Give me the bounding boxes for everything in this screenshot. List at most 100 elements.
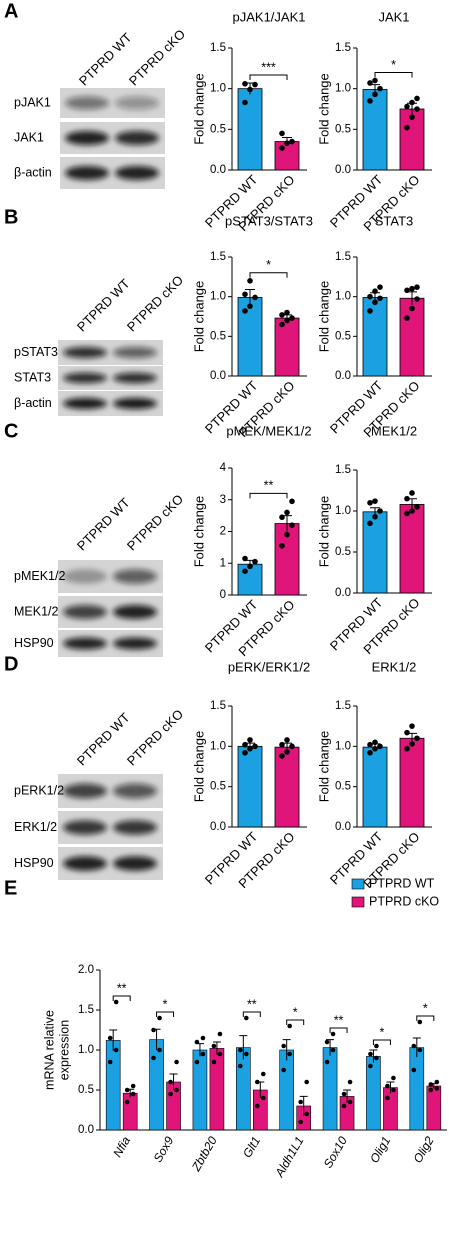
y-tick-label: 1.0 [335,83,351,95]
data-point [252,81,258,88]
data-point [324,1039,330,1045]
data-point [367,293,373,300]
y-tick-label: 0.0 [335,164,351,176]
data-point [367,308,373,314]
data-point [411,1067,417,1073]
error-bar [282,1039,291,1061]
data-point [367,520,373,527]
band-label: STAT3 [14,370,51,384]
data-point [304,1111,309,1117]
bar [237,563,263,596]
data-point [374,1043,379,1049]
significance-bracket [329,1027,348,1033]
data-point [372,299,378,306]
data-point [247,737,253,743]
y-tick-label: 1.5 [210,42,226,54]
legend-label: PTPRD WT [369,876,435,890]
data-point [157,1015,162,1021]
data-point [168,1091,173,1097]
data-point [391,1087,396,1093]
legend-swatch [351,896,365,908]
data-point [372,745,378,752]
data-point [261,1095,266,1101]
panel-letter: E [4,877,17,899]
x-tick-label: Zbtb20 [188,1134,219,1175]
data-point [244,1051,249,1057]
bar [237,745,263,828]
y-tick-label: 2.0 [78,964,94,976]
y-tick-label: 1.0 [210,291,226,303]
data-point [341,1103,347,1109]
error-bar [299,1095,308,1116]
data-point [113,1047,119,1053]
data-point [200,1051,206,1057]
data-point [428,1087,434,1093]
data-point [279,312,285,318]
data-point [261,1071,266,1077]
data-point [372,288,378,294]
blot-band [113,856,157,871]
legend-label: PTPRD cKO [369,894,439,908]
bar [409,1047,425,1131]
data-point [289,315,295,321]
data-point [414,106,420,112]
y-tick-label: 0.0 [335,587,351,599]
blot-band [63,569,107,584]
band-label: pMEK1/2 [14,569,65,583]
blot-band [65,165,109,181]
significance-label: * [380,1025,385,1039]
data-point [284,737,290,743]
lane-label: PTPRD cKO [124,706,186,768]
blot-band [63,398,107,409]
data-point [124,1087,130,1093]
data-point [409,723,415,729]
y-tick-label: 4 [220,462,227,474]
data-point [279,130,285,137]
bar [362,746,388,828]
data-point [211,1043,217,1049]
y-axis-label: Fold change [316,731,331,803]
data-point [367,500,373,506]
blot-band [113,637,157,650]
significance-bracket [249,272,288,278]
data-point [377,284,383,290]
band-label: pERK1/2 [14,783,64,797]
band-label: JAK1 [14,130,44,144]
significance-bracket [374,72,413,78]
data-point [287,1051,292,1057]
y-axis-label: Fold change [191,73,206,145]
data-point [289,522,295,528]
lane-label: PTPRD WT [74,710,133,769]
blot-band [113,569,157,584]
data-point [372,739,378,746]
data-point [330,1031,336,1037]
data-point [130,1083,136,1089]
data-point [377,743,383,750]
data-point [347,1079,353,1085]
band-label: MEK1/2 [14,604,59,618]
band-label: HSP90 [14,636,54,650]
data-point [284,317,290,324]
data-point [367,741,373,748]
y-tick-label: 1.0 [335,291,351,303]
data-point [367,80,373,86]
blot-band [63,783,107,799]
chart-title: JAK1 [378,9,409,24]
blot-band [65,96,109,110]
data-point [107,1059,113,1065]
blot-band [63,856,107,871]
bar [149,1039,164,1131]
data-point [411,1043,417,1049]
significance-label: ** [264,479,274,493]
blot-band [63,347,107,358]
data-point [279,753,285,759]
data-point [242,99,248,106]
data-point [242,568,248,574]
data-point [242,308,248,314]
error-bar [326,1039,335,1056]
data-point [174,1087,179,1093]
bar [322,1047,338,1131]
significance-label: * [293,1005,298,1019]
